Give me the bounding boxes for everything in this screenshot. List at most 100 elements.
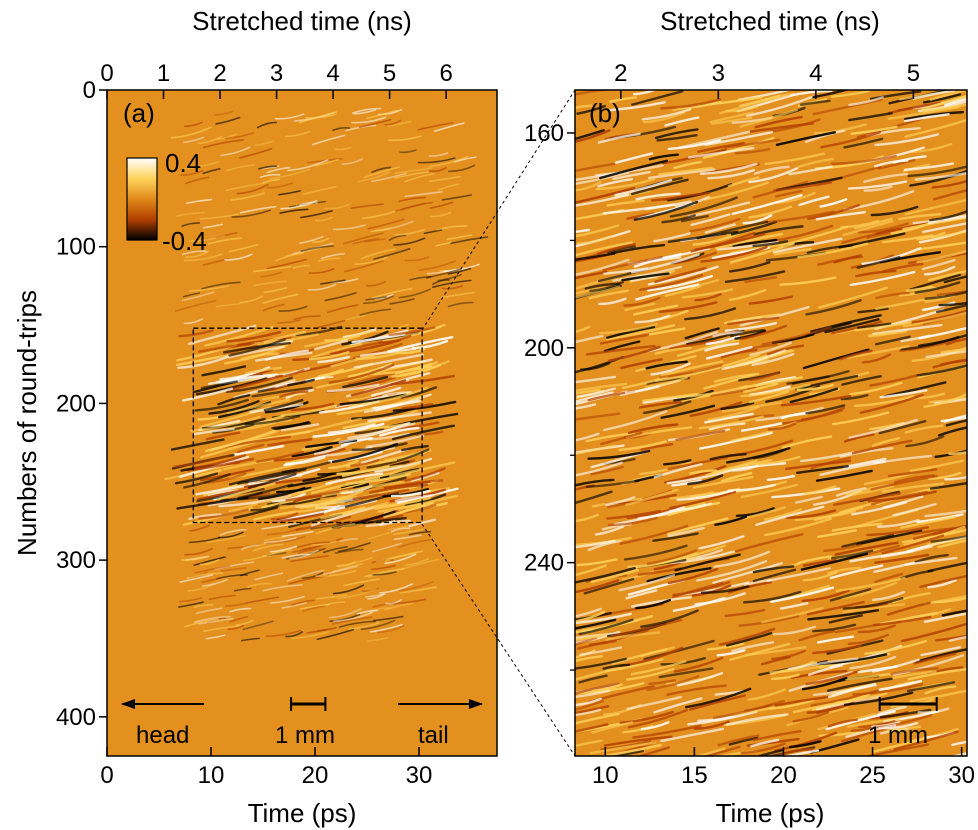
heatmap-streak [797,242,869,259]
heatmap-streak [375,552,417,563]
heatmap-streak [306,628,328,634]
heatmap-streak [575,285,621,299]
heatmap-streak [753,225,804,236]
heatmap-streak [710,387,757,397]
heatmap-streak [763,508,802,521]
heatmap-streak [576,387,616,398]
heatmap-streak [327,423,376,434]
heatmap-streak [287,378,315,387]
heatmap-streak [781,749,820,756]
scale-bar-b [878,697,938,711]
heatmap-streak [839,447,894,458]
heatmap-streak [600,431,643,446]
heatmap-streak [853,321,912,332]
heatmap-streak [761,326,832,346]
heatmap-streak [742,214,773,225]
heatmap-streak [705,345,753,360]
heatmap-streak [379,583,414,594]
heatmap-streak [325,472,384,485]
heatmap-streak [237,483,294,500]
heatmap-streak [740,742,786,755]
heatmap-streak [928,396,967,404]
heatmap-streak [374,402,404,412]
heatmap-streak [389,298,415,305]
heatmap-streak [409,275,432,281]
heatmap-streak [878,420,927,435]
heatmap-streak [443,263,480,273]
heatmap-streak [813,506,864,522]
heatmap-streak [322,565,358,576]
heatmap-streak [825,710,896,731]
heatmap-streak [612,265,683,282]
heatmap-streak [195,607,223,615]
heatmap-streak [788,165,833,176]
heatmap-streak [721,348,787,371]
heatmap-streak [280,200,318,210]
heatmap-streak [298,111,338,124]
heatmap-streak [251,386,313,398]
heatmap-streak [859,393,924,414]
heatmap-streak [906,681,955,693]
heatmap-streak [843,691,914,707]
panel-b-axes: 10 15 20 25 30 2 3 4 5 160 200 240 [524,60,975,789]
heatmap-streak [254,351,313,362]
panel-b: 10 15 20 25 30 2 3 4 5 160 200 240 (b) 1 mm Time (p… [524,6,975,828]
heatmap-streak [261,522,300,530]
heatmap-streak [948,451,967,456]
heatmap-streak [317,355,351,364]
heatmap-streak [772,181,833,192]
heatmap-streak [654,366,721,382]
heatmap-streak [193,603,214,608]
heatmap-streak [863,185,893,192]
heatmap-streak [236,443,265,454]
heatmap-streak [320,501,389,520]
heatmap-streak [638,400,683,409]
heatmap-streak [193,556,226,566]
heatmap-streak [792,699,852,714]
heatmap-streak [576,104,606,115]
heatmap-streak [170,438,225,451]
heatmap-streak [371,287,413,299]
heatmap-streak [874,572,904,584]
heatmap-streak [575,193,630,207]
heatmap-streak [857,307,889,314]
heatmap-streak [589,281,624,293]
heatmap-streak [826,677,893,692]
panel-b-x2-tick-label: 4 [809,60,822,87]
heatmap-streak [732,238,778,247]
heatmap-streak [404,493,447,507]
heatmap-streak [857,665,898,674]
heatmap-streak [852,683,924,696]
heatmap-streak [262,178,280,184]
heatmap-streak [447,267,472,275]
heatmap-streak [754,455,801,466]
heatmap-streak [266,552,287,557]
heatmap-streak [279,390,309,398]
heatmap-streak [869,90,922,101]
heatmap-streak [874,133,940,147]
heatmap-streak [739,108,798,128]
heatmap-streak [184,121,203,128]
heatmap-streak [258,165,278,170]
heatmap-streak [575,334,604,344]
heatmap-streak [179,170,204,176]
heatmap-streak [644,376,688,389]
heatmap-b-texture [575,90,967,756]
heatmap-streak [265,629,302,638]
heatmap-streak [326,304,359,314]
heatmap-streak [224,253,253,261]
heatmap-streak [658,166,713,176]
heatmap-streak [575,382,628,392]
heatmap-streak [669,502,713,513]
heatmap-streak [766,567,831,583]
heatmap-streak [845,724,897,739]
heatmap-streak [871,437,901,447]
heatmap-streak [273,447,346,462]
heatmap-streak [388,234,407,241]
heatmap-streak [337,542,371,553]
colorbar-gradient [126,157,158,241]
heatmap-streak [718,627,776,646]
heatmap-streak [575,579,620,594]
heatmap-streak [175,353,232,367]
